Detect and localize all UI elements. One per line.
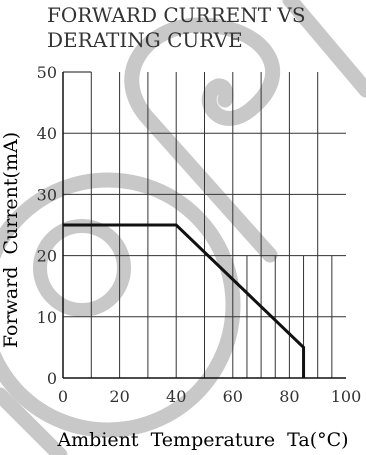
title: FORWARD CURRENT VS DERATING CURVE — [47, 3, 306, 52]
y-axis-label: Forward Current(mA) — [0, 132, 22, 348]
x-tick-labels: 0 20 40 60 80 100 — [58, 387, 361, 406]
y-tick-labels: 0 10 20 30 40 50 — [37, 63, 57, 388]
x-tick-label: 0 — [58, 387, 68, 406]
x-tick-label: 20 — [109, 387, 129, 406]
derating-curve-line — [63, 223, 306, 378]
x-axis-label: Ambient Temperature Ta(°C) — [56, 429, 348, 451]
x-tick-label: 40 — [166, 387, 186, 406]
chart-title-line-1: FORWARD CURRENT VS — [47, 3, 306, 27]
watermark-diagonal-stroke — [0, 387, 68, 455]
chart-title-line-2: DERATING CURVE — [47, 28, 243, 52]
y-tick-label: 0 — [47, 369, 57, 388]
x-tick-label: 100 — [331, 387, 362, 406]
y-tick-label: 10 — [37, 308, 57, 327]
series-curves — [63, 223, 306, 378]
watermark-loop-stroke — [124, 17, 280, 263]
y-tick-label: 30 — [37, 185, 57, 204]
y-tick-label: 50 — [37, 63, 57, 82]
y-tick-label: 40 — [37, 124, 57, 143]
watermark-small-circle — [33, 219, 131, 317]
watermark-loop-stroke-2 — [282, 0, 366, 98]
x-tick-label: 60 — [223, 387, 243, 406]
y-tick-label: 20 — [37, 247, 57, 266]
x-tick-label: 80 — [279, 387, 299, 406]
